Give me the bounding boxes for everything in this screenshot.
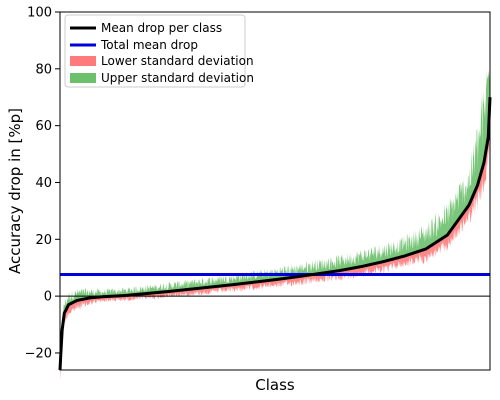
y-axis: −20 0 20 40 60 80 100 — [25, 6, 60, 361]
y-tick-label: 80 — [35, 62, 52, 77]
legend-swatch-lower — [70, 56, 96, 66]
y-tick-label: 60 — [35, 119, 52, 134]
legend-label-lower: Lower standard deviation — [101, 54, 254, 68]
y-axis-label: Accuracy drop in [%p] — [6, 108, 24, 274]
x-axis-label: Class — [255, 376, 295, 394]
plot-data-layer — [58, 64, 492, 381]
y-tick-label: 20 — [35, 233, 52, 248]
y-tick-label: 40 — [35, 176, 52, 191]
y-tick-label: 100 — [27, 6, 52, 21]
legend-label-upper: Upper standard deviation — [101, 71, 254, 85]
legend: Mean drop per class Total mean drop Lowe… — [64, 14, 254, 88]
y-tick-label: −20 — [25, 346, 52, 361]
plot-frame — [59, 11, 491, 371]
legend-label-mean: Mean drop per class — [101, 21, 222, 35]
legend-label-total: Total mean drop — [100, 38, 198, 52]
y-tick-label: 0 — [44, 290, 52, 305]
legend-swatch-upper — [70, 73, 96, 83]
legend-box — [64, 14, 246, 88]
mean-drop-line — [58, 97, 492, 371]
